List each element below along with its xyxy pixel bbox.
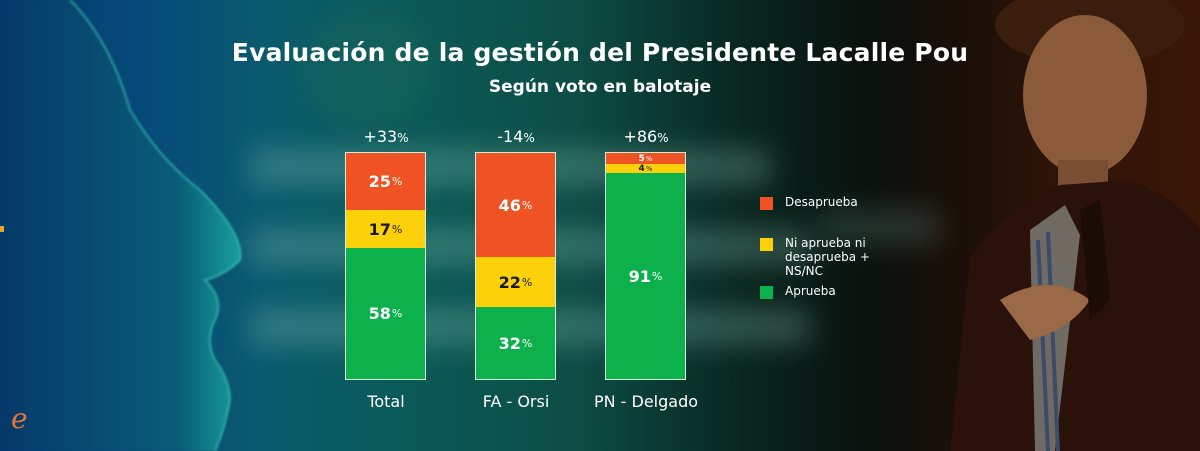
net-label: +86% <box>606 127 686 146</box>
bar-segment-desaprueba: 25% <box>346 153 425 210</box>
legend-label: Ni aprueba ni desaprueba + NS/NC <box>785 236 870 278</box>
data-label-unit: % <box>651 269 663 283</box>
net-label: +33% <box>346 127 426 146</box>
bar-pn-delgado: 5% 4% 91% <box>605 152 686 380</box>
category-label: Total <box>367 392 405 411</box>
legend-swatch <box>760 238 773 251</box>
net-label: -14% <box>476 127 556 146</box>
net-value: +86 <box>623 127 658 146</box>
net-value: -14 <box>497 127 524 146</box>
data-label: 32 <box>498 333 521 353</box>
category-label: PN - Delgado <box>593 392 699 411</box>
bar-segment-aprueba: 58% <box>346 248 425 379</box>
data-label-unit: % <box>645 164 653 173</box>
data-label-unit: % <box>521 198 533 212</box>
legend-item-neutral: Ni aprueba ni desaprueba + NS/NC <box>760 236 895 278</box>
profile-silhouette <box>0 0 242 451</box>
flag-sun <box>300 10 430 130</box>
president-photo <box>950 0 1200 451</box>
bar-total: 25% 17% 58% <box>345 152 426 380</box>
data-label-unit: % <box>391 307 403 320</box>
bar-segment-aprueba: 91% <box>606 173 685 379</box>
data-label-unit: % <box>391 175 403 188</box>
legend-item-desaprueba: Desaprueba <box>760 195 895 210</box>
net-value: +33 <box>363 127 398 146</box>
chart-subtitle: Según voto en balotaje <box>488 77 712 97</box>
legend-label: Aprueba <box>785 284 836 298</box>
data-label: 22 <box>498 272 521 292</box>
e-logo-icon: e <box>11 402 28 435</box>
flag-stripe <box>820 210 940 244</box>
data-label-unit: % <box>645 154 653 163</box>
bar-fa-orsi: 46% 22% 32% <box>475 152 556 380</box>
net-unit: % <box>397 131 409 145</box>
bar-segment-neutral: 17% <box>346 210 425 248</box>
data-label: 17 <box>368 219 391 239</box>
net-unit: % <box>523 131 535 145</box>
data-label: 5 <box>638 153 645 164</box>
bar-segment-desaprueba: 5% <box>606 153 685 164</box>
legend-swatch <box>760 197 773 210</box>
bar-segment-aprueba: 32% <box>476 307 555 379</box>
bar-segment-neutral: 22% <box>476 257 555 307</box>
chart-title: Evaluación de la gestión del Presidente … <box>231 38 969 67</box>
legend-item-aprueba: Aprueba <box>760 284 895 299</box>
legend-label: Desaprueba <box>785 195 858 209</box>
data-label-unit: % <box>391 222 403 236</box>
decorative-mark <box>0 226 4 232</box>
data-label: 4 <box>638 163 645 174</box>
data-label-unit: % <box>521 336 533 350</box>
bar-segment-desaprueba: 46% <box>476 153 555 257</box>
data-label: 25 <box>368 172 391 191</box>
data-label: 46 <box>498 195 521 215</box>
category-label: FA - Orsi <box>482 392 550 411</box>
net-unit: % <box>657 131 669 145</box>
legend-swatch <box>760 286 773 299</box>
bar-segment-neutral: 4% <box>606 163 685 174</box>
data-label: 91 <box>628 266 651 286</box>
data-label-unit: % <box>521 275 533 289</box>
data-label: 58 <box>368 304 391 323</box>
